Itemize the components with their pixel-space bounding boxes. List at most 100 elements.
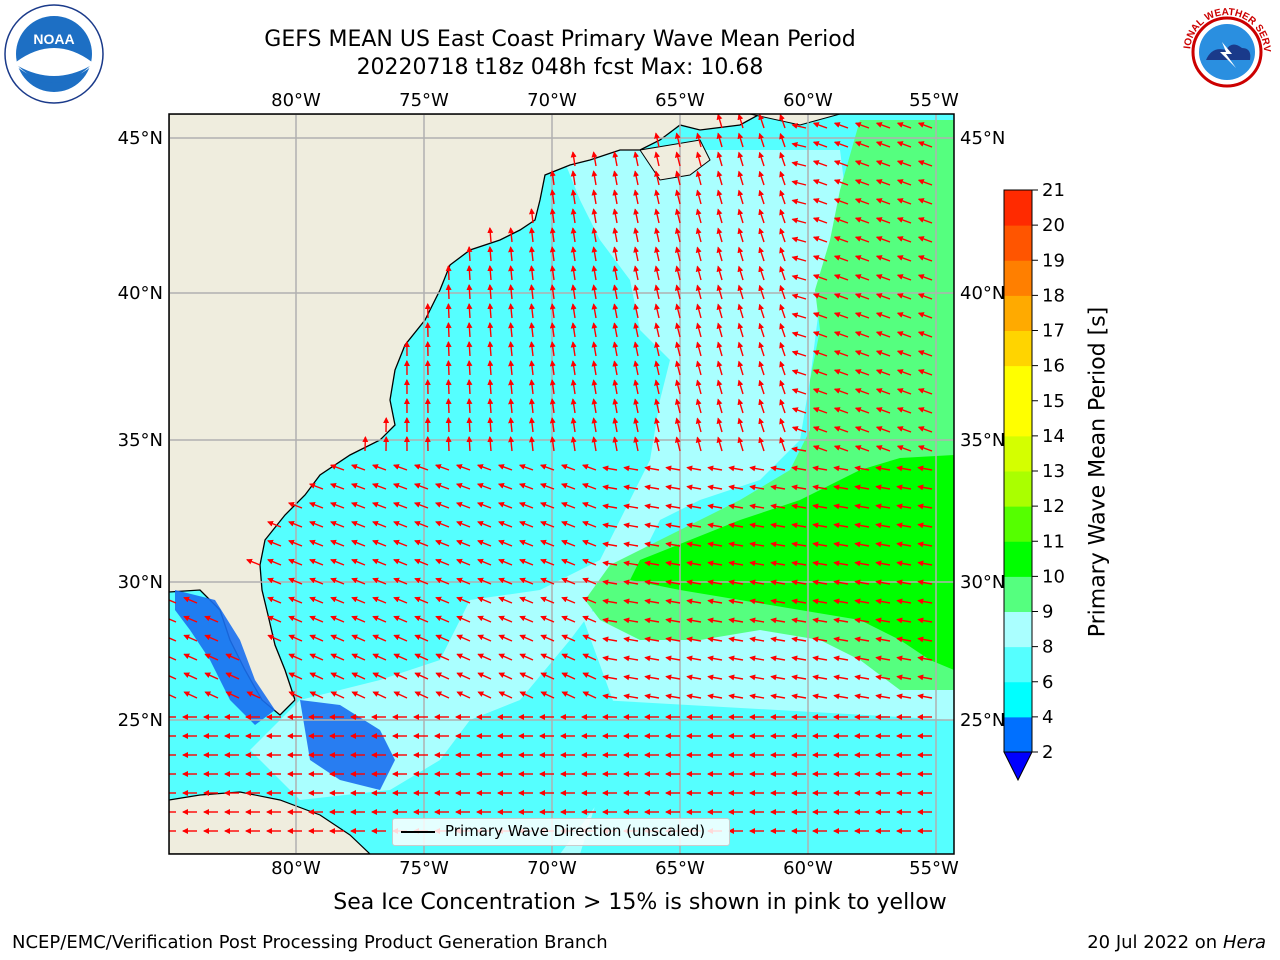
- colorbar-segment: [1004, 471, 1032, 507]
- wave-direction-arrow: [896, 217, 912, 224]
- wave-direction-arrow: [875, 179, 891, 186]
- lat-label: 25°N: [118, 710, 163, 731]
- legend-line-swatch: [401, 831, 435, 833]
- chart-subtitle-run: 20220718 t18z 048h fcst Max: 10.68: [356, 55, 764, 80]
- wave-direction-arrow: [665, 579, 681, 586]
- wave-direction-arrow: [549, 246, 556, 262]
- wave-direction-arrow: [487, 303, 494, 319]
- wave-direction-arrow: [183, 596, 198, 604]
- wave-direction-arrow: [833, 179, 849, 186]
- wave-direction-arrow: [854, 217, 870, 224]
- wave-direction-arrow: [707, 503, 723, 510]
- wave-direction-arrow: [686, 655, 702, 662]
- wave-direction-arrow: [392, 464, 408, 471]
- wave-direction-arrow: [716, 284, 723, 300]
- wave-direction-arrow: [875, 445, 891, 452]
- wave-direction-arrow: [371, 483, 387, 490]
- wave-direction-arrow: [812, 617, 828, 624]
- wave-direction-arrow: [749, 636, 765, 643]
- wave-direction-arrow: [351, 539, 366, 547]
- wave-direction-arrow: [791, 217, 807, 224]
- wave-direction-arrow: [414, 672, 429, 680]
- wave-direction-arrow: [393, 653, 408, 661]
- wave-direction-arrow: [875, 693, 891, 700]
- wave-direction-arrow: [288, 653, 303, 661]
- wave-direction-arrow: [466, 360, 473, 376]
- colorbar-tick-label: 14: [1042, 426, 1065, 447]
- wave-direction-arrow: [528, 341, 535, 357]
- wave-direction-arrow: [833, 369, 849, 376]
- wave-direction-arrow: [779, 151, 786, 167]
- wave-direction-arrow: [707, 465, 723, 472]
- wave-direction-arrow: [540, 596, 555, 604]
- wave-direction-arrow: [633, 151, 640, 167]
- wave-direction-arrow: [612, 227, 619, 243]
- lat-label: 35°N: [118, 430, 163, 451]
- wave-direction-arrow: [674, 132, 681, 148]
- colorbar-segment: [1004, 225, 1032, 261]
- wave-direction-arrow: [654, 189, 660, 205]
- wave-direction-arrow: [812, 179, 828, 186]
- wave-direction-arrow: [875, 522, 891, 529]
- wave-direction-arrow: [758, 436, 765, 452]
- wave-direction-arrow: [455, 483, 471, 490]
- wave-direction-arrow: [854, 141, 870, 148]
- wave-direction-arrow: [875, 350, 891, 357]
- wave-direction-arrow: [758, 341, 765, 357]
- wave-direction-arrow: [561, 653, 576, 661]
- wave-direction-arrow: [602, 541, 618, 548]
- wave-direction-arrow: [309, 558, 324, 566]
- wave-direction-arrow: [654, 322, 660, 338]
- wave-direction-arrow: [896, 426, 912, 433]
- wave-direction-arrow: [351, 520, 366, 528]
- wave-direction-arrow: [728, 655, 744, 662]
- wave-direction-arrow: [466, 341, 473, 357]
- wave-direction-arrow: [758, 284, 765, 300]
- wave-direction-arrow: [812, 350, 828, 357]
- wave-direction-arrow: [498, 520, 513, 528]
- wave-direction-arrow: [393, 539, 408, 547]
- wave-direction-arrow: [674, 284, 681, 300]
- lat-label: 30°N: [960, 572, 1005, 593]
- wave-direction-arrow: [737, 284, 744, 300]
- wave-direction-arrow: [508, 436, 515, 452]
- cuba-land: [169, 791, 371, 854]
- wave-direction-arrow: [728, 541, 744, 548]
- wave-direction-arrow: [875, 160, 891, 167]
- wave-direction-arrow: [329, 483, 345, 490]
- wave-direction-arrow: [833, 426, 849, 433]
- wave-direction-arrow: [528, 246, 535, 262]
- wave-direction-arrow: [917, 369, 933, 376]
- wave-direction-arrow: [716, 398, 723, 414]
- wave-direction-arrow: [288, 672, 303, 680]
- wave-direction-arrow: [716, 246, 723, 262]
- wave-direction-arrow: [707, 674, 723, 681]
- wave-direction-arrow: [654, 436, 660, 452]
- wave-direction-arrow: [737, 341, 744, 357]
- wave-direction-arrow: [779, 417, 786, 433]
- wave-direction-arrow: [875, 598, 891, 605]
- wave-direction-arrow: [644, 484, 660, 491]
- colorbar-tick-label: 11: [1042, 531, 1065, 552]
- colorbar-segment: [1004, 681, 1032, 718]
- wave-direction-arrow: [665, 503, 681, 510]
- wave-direction-arrow: [833, 636, 849, 643]
- wave-direction-arrow: [392, 501, 408, 509]
- wave-direction-arrow: [498, 577, 513, 585]
- wave-direction-arrow: [539, 501, 555, 509]
- wave-direction-arrow: [833, 598, 849, 605]
- wave-direction-arrow: [498, 539, 513, 547]
- wave-direction-arrow: [779, 436, 786, 452]
- wave-direction-arrow: [477, 558, 492, 566]
- wave-direction-arrow: [779, 379, 786, 395]
- wave-direction-arrow: [791, 503, 807, 510]
- wave-direction-arrow: [758, 227, 765, 243]
- map-graticule: [169, 114, 954, 854]
- colorbar-tick-label: 12: [1042, 496, 1065, 517]
- wave-direction-arrow: [351, 634, 366, 642]
- wave-direction-arrow: [654, 398, 660, 414]
- wave-direction-arrow: [570, 360, 577, 376]
- wave-direction-arrow: [833, 274, 849, 281]
- wave-direction-arrow: [414, 577, 429, 585]
- wave-direction-arrow: [917, 179, 933, 186]
